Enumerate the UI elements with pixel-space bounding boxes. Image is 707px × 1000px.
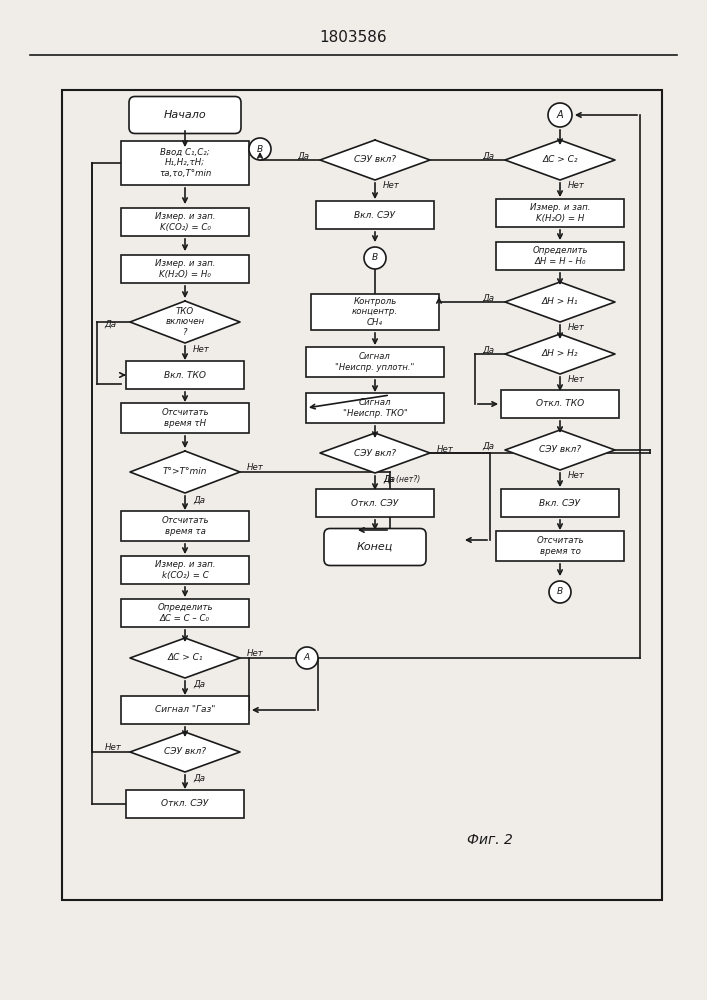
Text: 1803586: 1803586 [319,30,387,45]
Text: ΔC > C₁: ΔC > C₁ [168,654,203,662]
Text: Да (нет?): Да (нет?) [383,475,420,484]
Text: Да: Да [104,320,116,328]
Text: Вкл. СЭУ: Вкл. СЭУ [354,211,395,220]
Text: Отсчитать
время τa: Отсчитать время τa [161,516,209,536]
FancyBboxPatch shape [126,790,244,818]
Text: Да: Да [193,774,205,782]
Text: Нет: Нет [568,375,585,384]
Text: Откл. ТКО: Откл. ТКО [536,399,584,408]
Text: Определить
ΔH = H – H₀: Определить ΔH = H – H₀ [532,246,588,266]
Text: Начало: Начало [164,110,206,120]
Text: A: A [556,110,563,120]
FancyBboxPatch shape [496,199,624,227]
Polygon shape [130,301,240,343]
Polygon shape [320,140,430,180]
Text: Контроль
концентр.
CH₄: Контроль концентр. CH₄ [352,297,398,327]
Text: Измер. и зап.
k(CO₂) = C: Измер. и зап. k(CO₂) = C [155,560,215,580]
FancyBboxPatch shape [324,528,426,566]
Text: Да: Да [482,151,494,160]
Text: Измер. и зап.
K(CO₂) = C₀: Измер. и зап. K(CO₂) = C₀ [155,212,215,232]
Text: Да: Да [193,495,205,504]
Text: Да: Да [482,442,494,450]
Polygon shape [320,433,430,473]
Text: Да: Да [383,475,395,484]
FancyBboxPatch shape [501,390,619,418]
FancyBboxPatch shape [121,255,249,283]
FancyBboxPatch shape [306,393,444,423]
Text: Нет: Нет [568,182,585,190]
Circle shape [364,247,386,269]
FancyBboxPatch shape [121,556,249,584]
Text: Нет: Нет [105,744,122,752]
Text: СЭУ вкл?: СЭУ вкл? [354,448,396,458]
Text: Да: Да [297,151,309,160]
Text: Вкл. ТКО: Вкл. ТКО [164,370,206,379]
Polygon shape [505,334,615,374]
Text: Отсчитать
время τo: Отсчитать время τo [536,536,584,556]
FancyBboxPatch shape [501,489,619,517]
Circle shape [296,647,318,669]
Text: СЭУ вкл?: СЭУ вкл? [164,748,206,756]
Polygon shape [505,282,615,322]
FancyBboxPatch shape [129,97,241,133]
FancyBboxPatch shape [316,201,434,229]
FancyBboxPatch shape [121,696,249,724]
Text: Откл. СЭУ: Откл. СЭУ [351,498,399,508]
Text: Сигнал "Газ": Сигнал "Газ" [155,706,215,714]
Text: Да: Да [193,680,205,688]
Polygon shape [130,732,240,772]
Text: Вкл. СЭУ: Вкл. СЭУ [539,498,580,508]
Text: ТКО
включен
?: ТКО включен ? [165,307,204,337]
Text: Нет: Нет [247,464,264,473]
Text: B: B [372,253,378,262]
FancyBboxPatch shape [121,511,249,541]
FancyBboxPatch shape [306,347,444,377]
Polygon shape [130,451,240,493]
Text: T°>T°min: T°>T°min [163,468,207,477]
Text: Сигнал
"Неиспр. ТКО": Сигнал "Неиспр. ТКО" [343,398,407,418]
FancyBboxPatch shape [496,531,624,561]
Circle shape [549,581,571,603]
Text: СЭУ вкл?: СЭУ вкл? [354,155,396,164]
FancyBboxPatch shape [311,294,439,330]
Text: Нет: Нет [568,324,585,332]
Circle shape [548,103,572,127]
Text: Откл. СЭУ: Откл. СЭУ [161,800,209,808]
Text: Нет: Нет [383,182,399,190]
Text: Конец: Конец [357,542,393,552]
Text: Сигнал
"Неиспр. уплотн.": Сигнал "Неиспр. уплотн." [335,352,415,372]
Polygon shape [505,430,615,470]
FancyBboxPatch shape [121,141,249,185]
FancyBboxPatch shape [316,489,434,517]
Text: Отсчитать
время τH: Отсчитать время τH [161,408,209,428]
Text: Нет: Нет [247,650,264,658]
Text: B: B [257,144,263,153]
Text: ΔH > H₁: ΔH > H₁ [542,298,578,306]
Text: ΔH > H₂: ΔH > H₂ [542,350,578,359]
Text: Фиг. 2: Фиг. 2 [467,833,513,847]
Polygon shape [505,140,615,180]
Text: Нет: Нет [193,346,210,355]
FancyBboxPatch shape [126,361,244,389]
Text: Нет: Нет [437,444,454,454]
Text: Измер. и зап.
K(H₂O) = H₀: Измер. и зап. K(H₂O) = H₀ [155,259,215,279]
Text: Определить
ΔC = C – C₀: Определить ΔC = C – C₀ [157,603,213,623]
Text: Нет: Нет [568,472,585,481]
FancyBboxPatch shape [121,403,249,433]
FancyBboxPatch shape [496,242,624,270]
Polygon shape [130,638,240,678]
FancyBboxPatch shape [121,599,249,627]
Text: B: B [557,587,563,596]
Text: СЭУ вкл?: СЭУ вкл? [539,446,581,454]
Text: Ввод C₁,C₂;
H₁,H₂,τH;
τa,τo,T°min: Ввод C₁,C₂; H₁,H₂,τH; τa,τo,T°min [159,148,211,178]
Text: Измер. и зап.
K(H₂O) = H: Измер. и зап. K(H₂O) = H [530,203,590,223]
Text: ΔC > C₂: ΔC > C₂ [542,155,578,164]
FancyBboxPatch shape [121,208,249,236]
Text: A: A [304,654,310,662]
Text: Да: Да [482,346,494,355]
Text: Да: Да [482,294,494,302]
Circle shape [249,138,271,160]
